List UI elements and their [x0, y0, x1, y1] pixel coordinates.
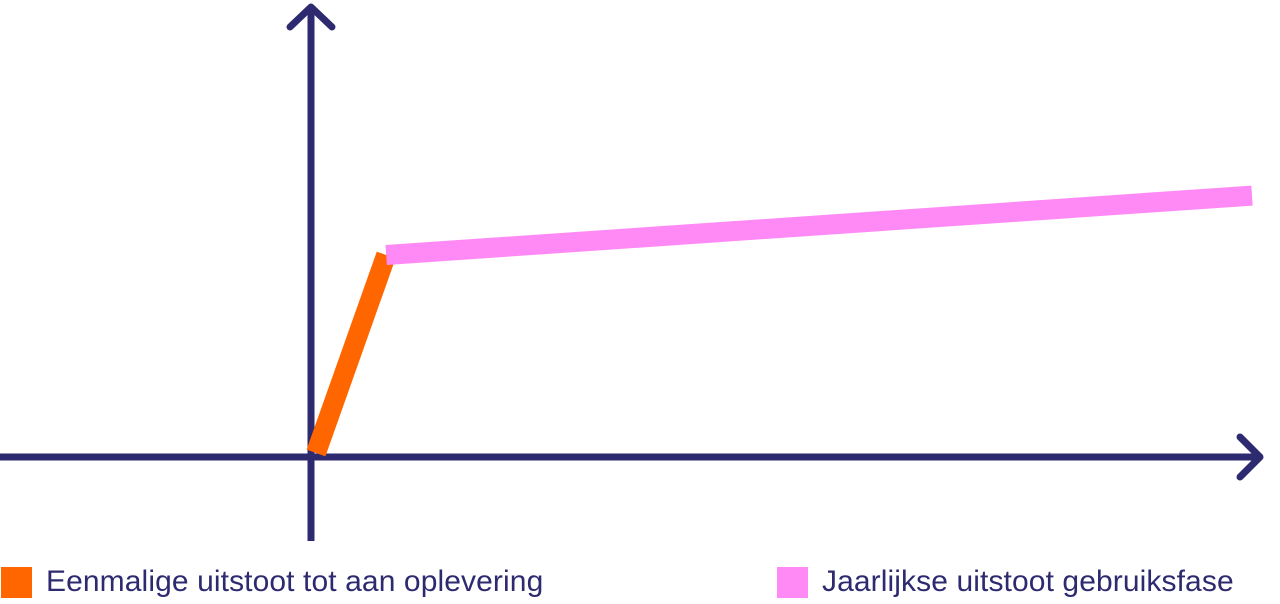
- legend-label: Eenmalige uitstoot tot aan oplevering: [46, 565, 544, 598]
- chart-axes: [0, 3, 1264, 541]
- legend-swatch-pink: [777, 566, 808, 598]
- series-line-jaarlijkse-uitstoot: [385, 185, 1253, 265]
- legend-item-jaarlijkse-uitstoot: Jaarlijkse uitstoot gebruiksfase: [777, 562, 1234, 602]
- legend-label: Jaarlijkse uitstoot gebruiksfase: [822, 565, 1234, 598]
- legend-item-eenmalige-uitstoot: Eenmalige uitstoot tot aan oplevering: [1, 562, 543, 602]
- series-line-eenmalige-uitstoot: [306, 251, 396, 457]
- y-axis-arrowhead: [286, 3, 336, 31]
- chart-series: [306, 185, 1253, 457]
- x-axis-arrowhead: [1236, 433, 1264, 481]
- legend-swatch-orange: [1, 566, 32, 598]
